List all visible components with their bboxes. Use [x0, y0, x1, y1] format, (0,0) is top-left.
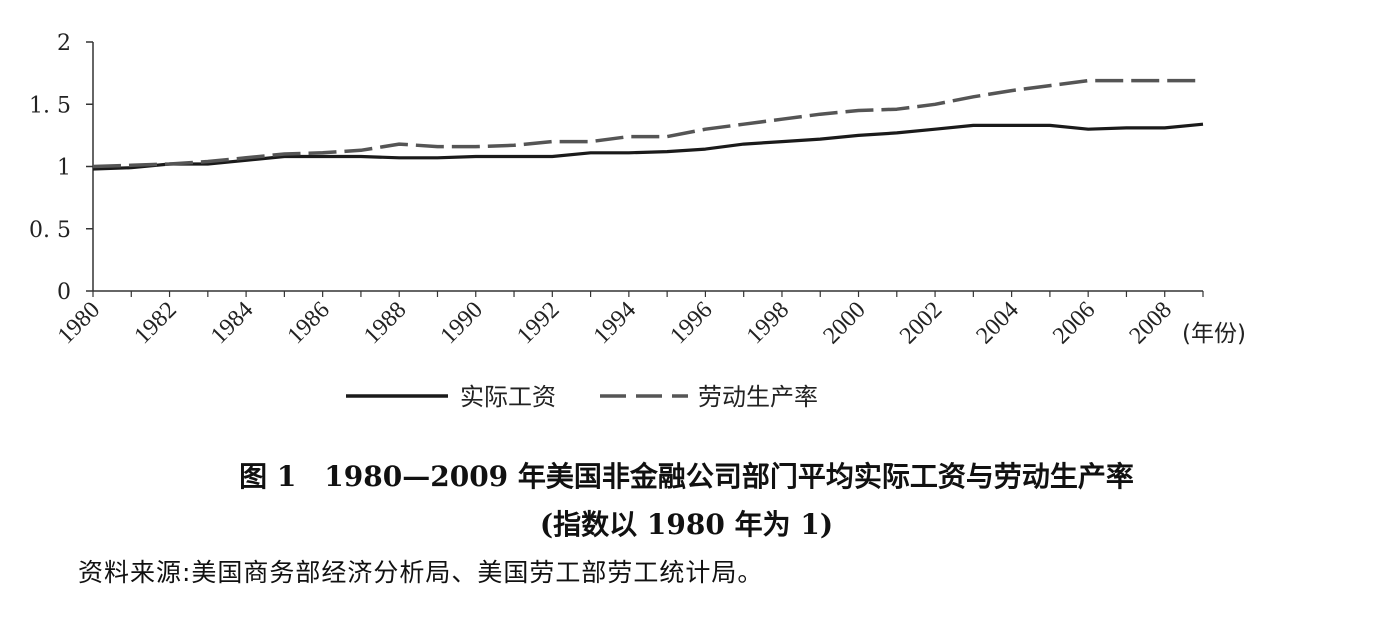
chart: 00. 511. 52 1980 1982 1984 1986 1988 1990 1992…	[29, 31, 1246, 411]
x-tick-label: 1988	[359, 297, 411, 349]
source-note: 资料来源:美国商务部经济分析局、美国劳工部劳工统计局。	[78, 558, 764, 587]
series-line-real-wage	[92, 122, 1204, 171]
figure-caption-title: 图 1 1980—2009 年美国非金融公司部门平均实际工资与劳动生产率	[239, 460, 1134, 493]
x-tick-label: 1984	[206, 297, 258, 349]
figure-caption-subtitle: (指数以 1980 年为 1)	[539, 508, 834, 541]
y-axis-ticks: 0 0. 5 1 1. 5 2	[29, 31, 93, 305]
y-tick-label: 0	[57, 280, 71, 305]
x-tick-label: 1996	[665, 297, 717, 349]
legend: 实际工资 劳动生产率	[346, 383, 818, 411]
series-line-productivity	[92, 78, 1203, 169]
legend-label-productivity: 劳动生产率	[698, 383, 818, 411]
legend-label-real-wage: 实际工资	[460, 383, 556, 411]
x-tick-label: 1982	[129, 297, 181, 349]
x-tick-label: 1990	[436, 297, 488, 349]
y-tick-label: 0. 5	[29, 218, 71, 243]
x-tick-label: 1994	[589, 297, 641, 349]
x-tick-label: 2000	[818, 297, 870, 349]
x-tick-label: 1998	[742, 297, 794, 349]
x-tick-label: 2004	[972, 297, 1024, 349]
y-tick-label: 1. 5	[29, 93, 71, 118]
x-axis-unit-label: (年份)	[1182, 321, 1246, 347]
chart-axes	[92, 42, 1203, 292]
y-tick-label: 1	[57, 156, 71, 181]
x-tick-label: 1992	[512, 297, 564, 349]
x-axis-ticks: 1980 1982 1984 1986 1988 1990 1992 1994 1996 1998…	[53, 291, 1204, 349]
x-tick-label: 2002	[895, 297, 947, 349]
x-tick-label: 1986	[283, 297, 335, 349]
x-tick-label: 2006	[1048, 297, 1100, 349]
series-layer	[92, 78, 1204, 171]
x-tick-label: 2008	[1125, 297, 1177, 349]
y-tick-label: 2	[57, 31, 71, 56]
